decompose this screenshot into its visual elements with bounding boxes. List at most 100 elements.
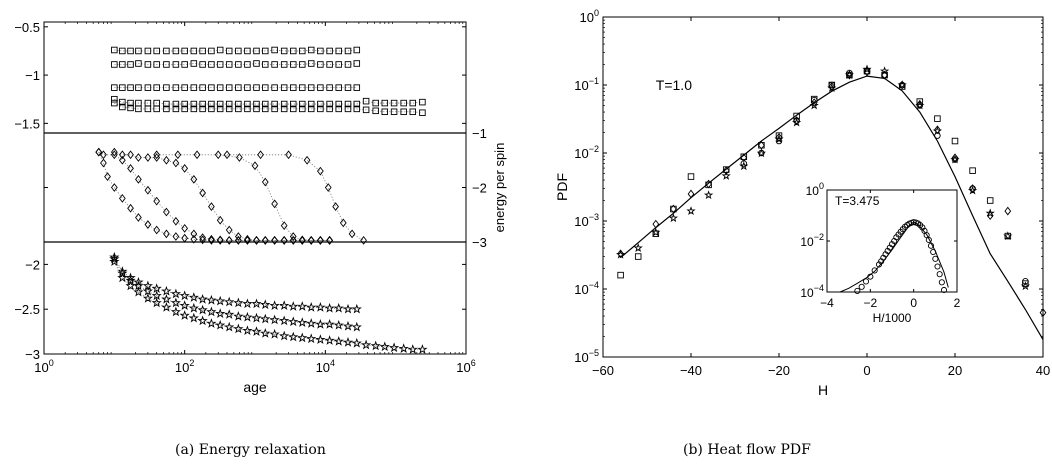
x-tick-label: 102	[175, 358, 194, 375]
inset-y-tick-label-base: 10	[800, 235, 814, 249]
data-point-bottom	[151, 290, 162, 301]
data-point-diamond	[1004, 206, 1012, 216]
data-point-square	[617, 271, 624, 279]
y-tick-label: −2.5	[14, 302, 40, 317]
series-line-top	[114, 49, 357, 52]
data-point-bottom	[179, 310, 190, 320]
data-point-middle	[118, 194, 126, 203]
y-tick-label-exp: −4	[589, 280, 599, 290]
y-tick-label: 10−5	[574, 348, 599, 365]
data-point-middle	[172, 232, 180, 241]
data-point-bottom	[297, 332, 308, 343]
data-point-diamond	[617, 249, 624, 259]
data-point-top	[225, 61, 233, 68]
x-tick-label-exp: 6	[471, 358, 476, 368]
data-point-top	[262, 47, 269, 55]
data-point-bottom	[206, 318, 217, 328]
data-point-bottom	[324, 319, 335, 329]
series-line-top	[114, 63, 357, 65]
data-point-bottom	[133, 276, 144, 287]
data-point-top	[225, 100, 233, 108]
data-point-diamond	[828, 82, 836, 91]
data-point-middle	[193, 150, 201, 160]
x-tick-label-base: 10	[175, 360, 189, 375]
data-point-middle	[208, 202, 215, 211]
data-point-top	[190, 47, 198, 55]
data-point-bottom	[370, 340, 381, 351]
inset-y-tick-label-exp: −4	[814, 283, 824, 293]
data-point-top	[235, 84, 242, 91]
y-tick-label: −3	[472, 235, 487, 250]
data-point-top	[181, 47, 188, 55]
data-point-top	[163, 84, 170, 91]
data-point-bottom	[206, 306, 217, 317]
data-point-bottom	[170, 297, 181, 308]
inset-data-point	[932, 255, 939, 262]
data-point-top	[144, 47, 152, 55]
data-point-middle	[214, 150, 222, 160]
data-point-top	[216, 100, 224, 108]
data-point-middle	[127, 164, 134, 173]
data-point-bottom	[288, 301, 299, 311]
series-line-middle	[156, 154, 330, 241]
data-point-middle	[216, 215, 224, 225]
data-point-top	[208, 105, 215, 113]
data-point-top	[181, 61, 188, 68]
data-point-middle	[181, 223, 189, 233]
y-tick-label: −1	[472, 126, 487, 141]
data-point-bottom	[407, 344, 418, 354]
data-point-middle	[271, 199, 278, 209]
data-point-star	[633, 243, 643, 252]
data-point-star	[668, 213, 679, 223]
data-point-top	[153, 105, 160, 113]
data-point-top	[216, 105, 224, 113]
inset-x-tick-label: 2	[954, 296, 961, 310]
data-point-square	[916, 98, 924, 105]
data-point-bottom	[342, 320, 354, 331]
data-point-top	[235, 61, 242, 68]
data-point-bottom	[269, 314, 280, 325]
data-point-top	[225, 105, 233, 113]
data-point-middle	[223, 150, 231, 160]
data-point-bottom	[351, 337, 362, 348]
data-point-top	[153, 61, 160, 68]
data-point-top	[390, 108, 398, 116]
data-point-top	[372, 107, 379, 115]
data-point-diamond	[775, 132, 783, 142]
inset-x-tick-label: −2	[863, 296, 877, 310]
data-point-middle	[104, 172, 111, 181]
data-point-middle	[110, 147, 118, 157]
data-point-top	[353, 46, 361, 54]
data-point-bottom	[351, 303, 362, 314]
data-point-diamond	[793, 116, 800, 125]
data-point-top	[199, 47, 206, 55]
inset-x-tick-label: −4	[820, 296, 834, 310]
inset-y-tick-label-base: 10	[806, 184, 820, 198]
inset-data-point	[910, 219, 917, 226]
data-point-top	[127, 104, 134, 112]
data-point-top	[144, 61, 152, 68]
data-point-bottom	[215, 319, 226, 330]
data-point-top	[290, 47, 297, 55]
x-axis-label-a: age	[243, 379, 267, 395]
y-tick-label-base: 10	[574, 282, 588, 297]
data-point-top	[353, 84, 361, 91]
data-point-middle	[100, 158, 107, 168]
data-point-diamond	[863, 67, 871, 77]
data-point-bottom	[251, 312, 262, 323]
data-point-top	[271, 105, 278, 113]
data-point-bottom	[215, 295, 226, 306]
data-point-middle	[153, 196, 161, 206]
data-point-top	[235, 47, 242, 55]
series-line-middle	[98, 151, 330, 241]
data-point-top	[153, 84, 160, 91]
data-point-star	[879, 66, 890, 76]
data-point-top	[344, 100, 352, 108]
data-point-top	[199, 61, 206, 68]
data-point-bottom	[142, 285, 154, 296]
plot-b-frame	[602, 16, 1044, 358]
data-point-square	[951, 137, 959, 145]
data-point-bottom	[197, 293, 208, 304]
data-point-diamond	[652, 219, 660, 229]
data-point-top	[119, 47, 126, 55]
